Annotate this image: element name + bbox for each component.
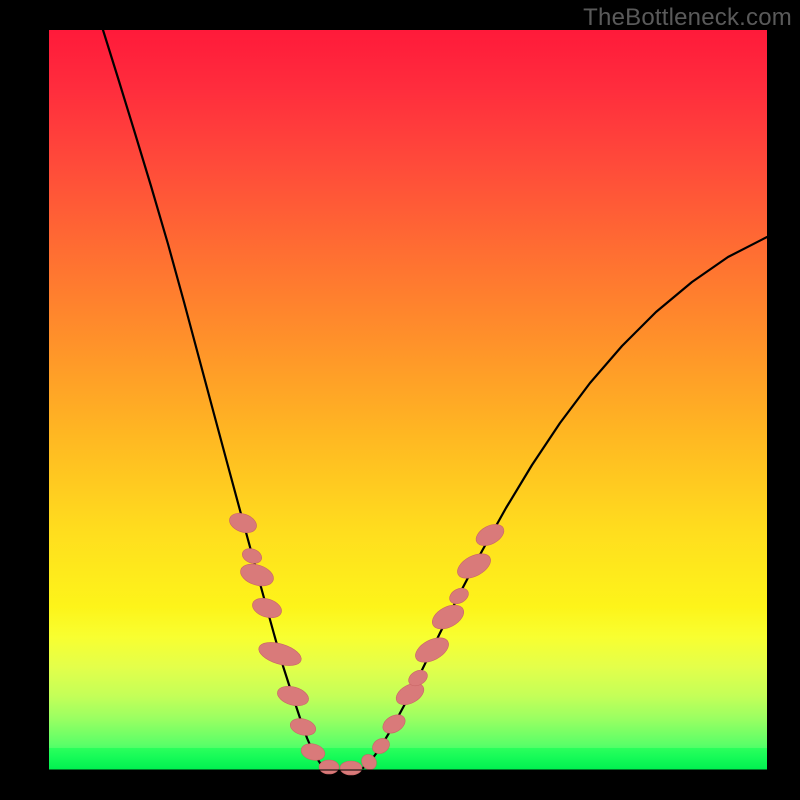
chart-root: TheBottleneck.com bbox=[0, 0, 800, 800]
watermark-text: TheBottleneck.com bbox=[583, 4, 792, 32]
plot-gradient-background bbox=[49, 30, 767, 770]
bottom-green-band bbox=[49, 748, 767, 770]
